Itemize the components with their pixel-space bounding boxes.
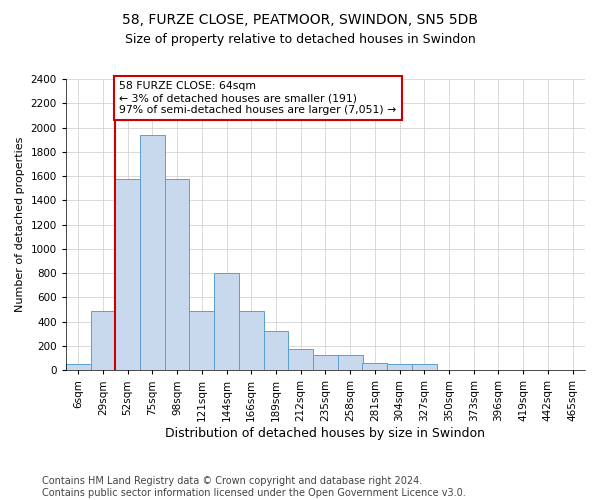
Bar	[313, 354, 338, 370]
Bar	[115, 178, 140, 370]
Bar	[140, 135, 165, 370]
Y-axis label: Number of detached properties: Number of detached properties	[15, 137, 25, 312]
Bar	[239, 311, 263, 370]
Text: Contains HM Land Registry data © Crown copyright and database right 2024.
Contai: Contains HM Land Registry data © Crown c…	[42, 476, 466, 498]
Bar	[91, 311, 115, 370]
Bar	[289, 349, 313, 370]
Bar	[338, 354, 362, 370]
Bar	[387, 364, 412, 370]
Bar	[165, 178, 190, 370]
Bar	[362, 363, 387, 370]
Bar	[214, 273, 239, 370]
X-axis label: Distribution of detached houses by size in Swindon: Distribution of detached houses by size …	[166, 427, 485, 440]
Text: 58 FURZE CLOSE: 64sqm
← 3% of detached houses are smaller (191)
97% of semi-deta: 58 FURZE CLOSE: 64sqm ← 3% of detached h…	[119, 82, 396, 114]
Text: 58, FURZE CLOSE, PEATMOOR, SWINDON, SN5 5DB: 58, FURZE CLOSE, PEATMOOR, SWINDON, SN5 …	[122, 12, 478, 26]
Bar	[412, 364, 437, 370]
Bar	[263, 332, 289, 370]
Bar	[66, 364, 91, 370]
Text: Size of property relative to detached houses in Swindon: Size of property relative to detached ho…	[125, 32, 475, 46]
Bar	[190, 311, 214, 370]
